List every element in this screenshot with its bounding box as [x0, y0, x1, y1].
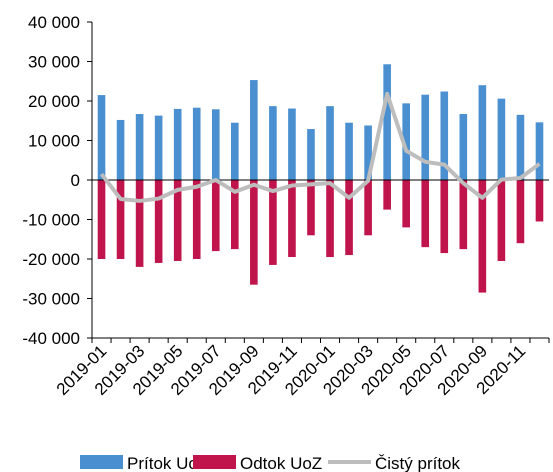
bar — [173, 180, 182, 261]
bar — [535, 180, 544, 222]
bar — [440, 180, 449, 254]
bar — [497, 180, 506, 261]
bar — [440, 91, 449, 180]
bar — [421, 94, 430, 180]
bar — [116, 180, 125, 259]
bar — [154, 180, 163, 263]
bar — [211, 180, 220, 252]
bar — [231, 180, 239, 250]
bar — [288, 180, 296, 258]
y-tick-label: 20 000 — [28, 92, 80, 111]
y-tick-label: 40 000 — [28, 13, 80, 32]
y-tick-label: -40 000 — [22, 329, 80, 348]
legend-swatch — [80, 455, 123, 469]
bar — [307, 180, 315, 236]
bar — [250, 80, 258, 180]
bar — [154, 115, 163, 180]
bar — [516, 114, 525, 180]
y-tick-label: 0 — [71, 171, 80, 190]
y-tick-label: -20 000 — [22, 250, 80, 269]
bar — [250, 180, 258, 285]
bar — [135, 114, 144, 180]
bar — [307, 129, 315, 180]
bar — [97, 95, 106, 180]
bar — [192, 180, 201, 259]
bar — [345, 180, 353, 256]
bar — [231, 122, 239, 180]
bar — [192, 107, 201, 180]
legend-label: Odtok UoZ — [240, 454, 322, 472]
legend-label: Čistý prítok — [375, 454, 461, 472]
bar — [383, 180, 391, 210]
bar — [497, 98, 506, 180]
bar — [173, 108, 182, 180]
bar — [478, 180, 487, 293]
legend-label: Prítok UoZ — [127, 454, 208, 472]
bar — [402, 180, 410, 228]
bar — [345, 122, 353, 180]
y-tick-label: -10 000 — [22, 211, 80, 230]
bar — [326, 180, 334, 258]
bar — [516, 180, 525, 244]
bar — [288, 108, 296, 180]
line — [99, 91, 541, 203]
bar — [421, 180, 430, 248]
bar — [364, 125, 372, 180]
y-tick-label: -30 000 — [22, 290, 80, 309]
bar — [326, 106, 334, 180]
bar — [459, 180, 468, 250]
bar — [135, 180, 144, 267]
bar — [269, 180, 277, 265]
bar — [211, 109, 220, 180]
bar — [116, 119, 125, 180]
bar — [269, 106, 277, 180]
bar — [364, 180, 372, 236]
bar — [402, 103, 410, 180]
y-tick-label: 30 000 — [28, 53, 80, 72]
bar — [535, 122, 544, 180]
bar — [459, 114, 468, 180]
y-tick-label: 10 000 — [28, 132, 80, 151]
bar — [383, 64, 391, 180]
bar — [478, 85, 487, 180]
bar — [97, 180, 106, 259]
legend-swatch — [193, 455, 236, 469]
